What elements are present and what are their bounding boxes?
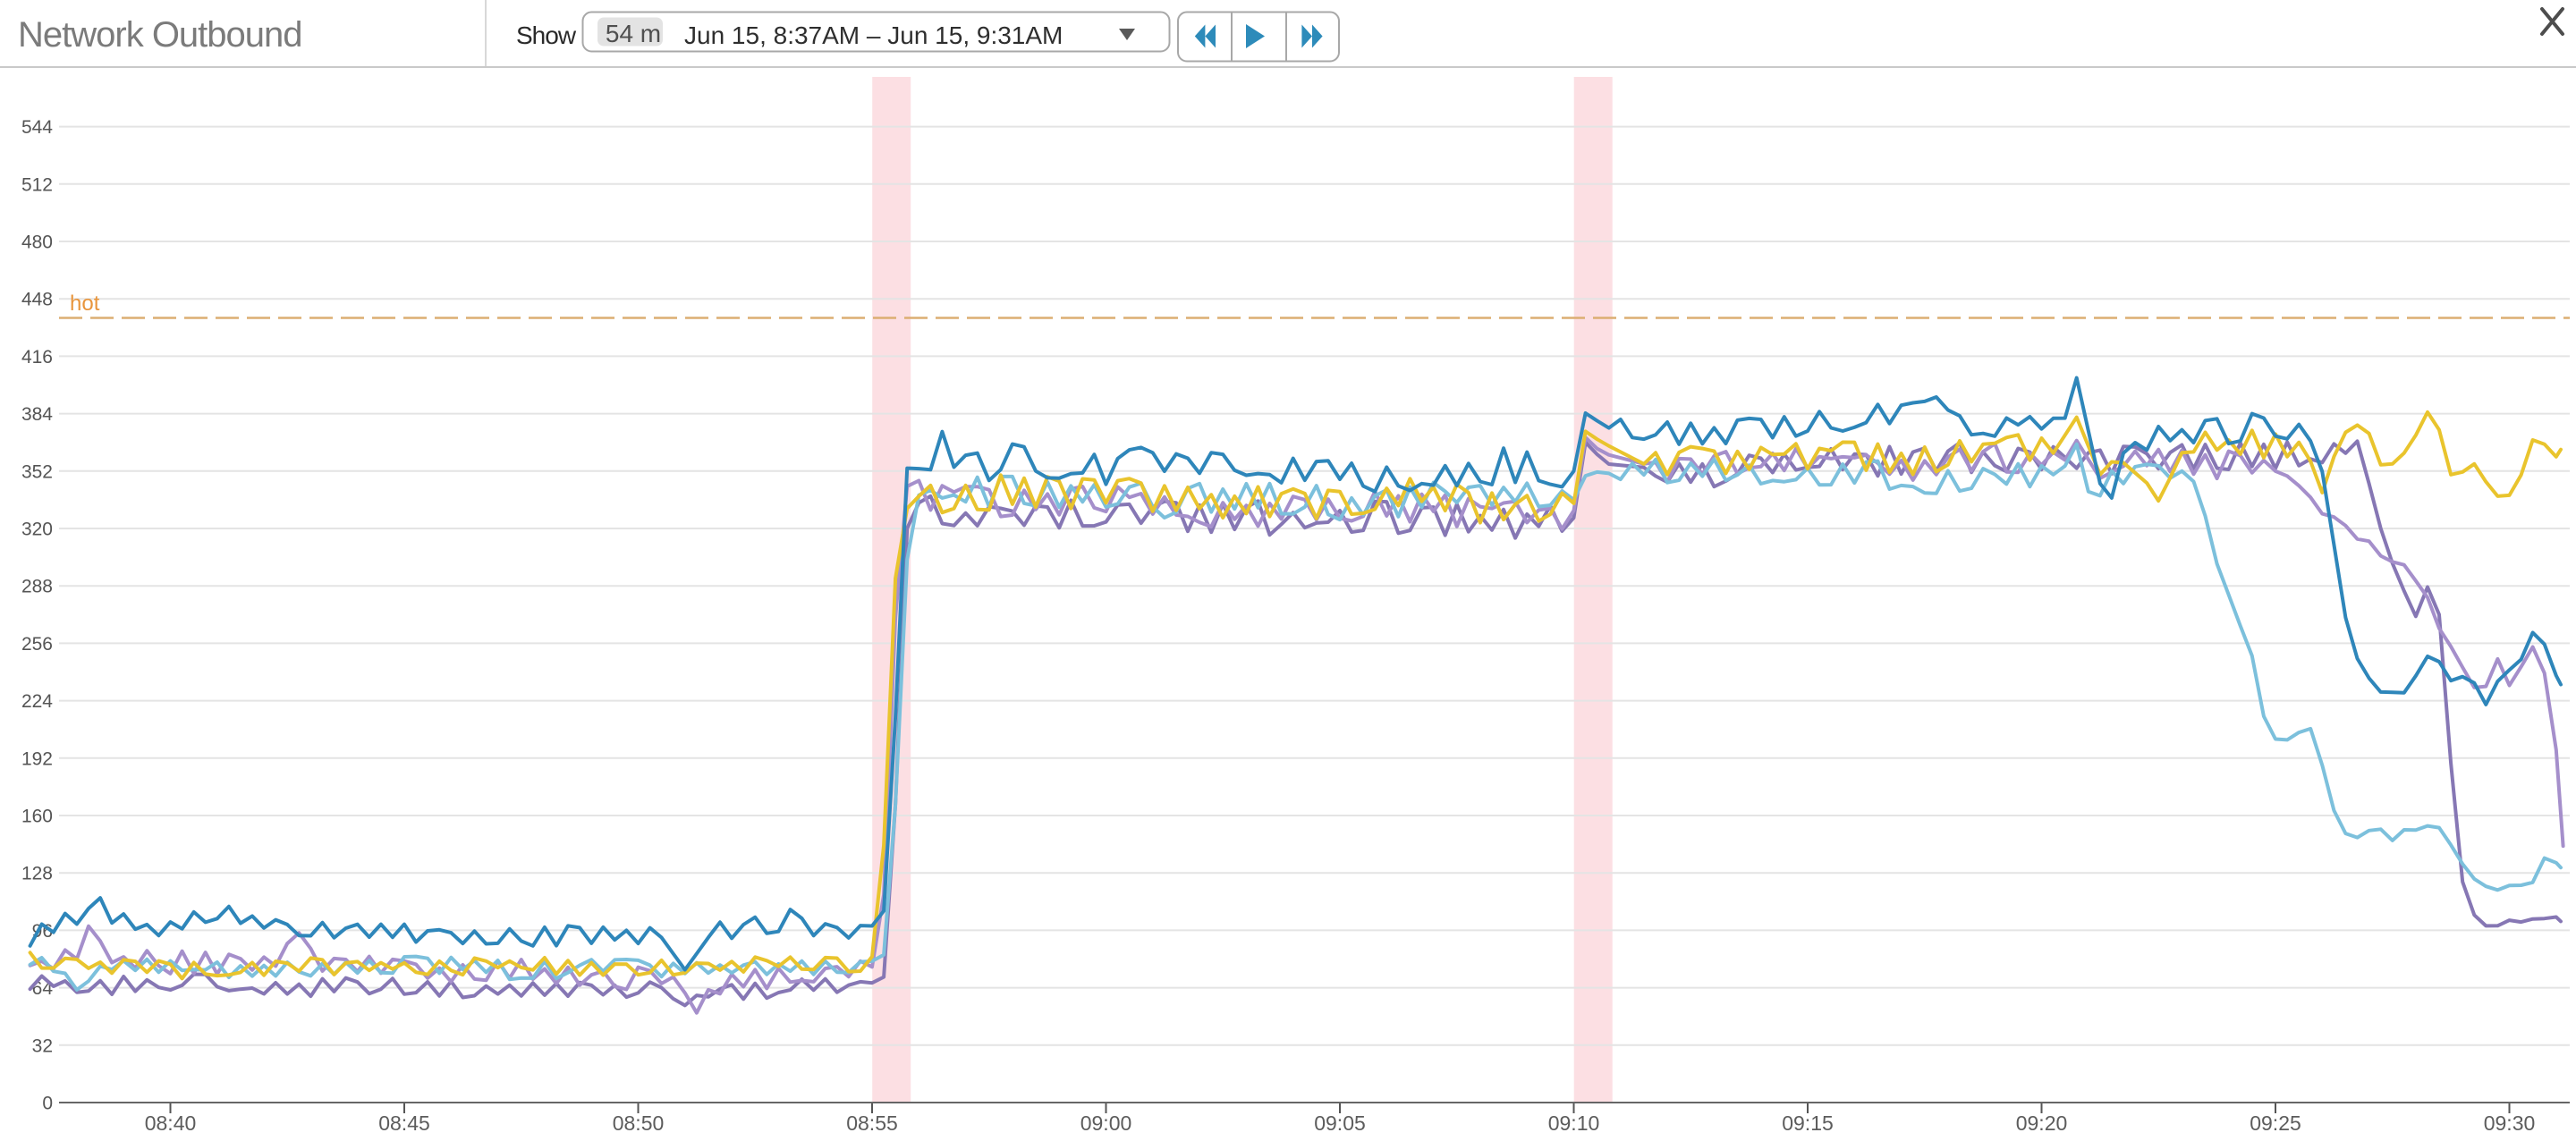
svg-text:480: 480: [21, 232, 53, 253]
svg-text:Network Outbound: Network Outbound: [18, 15, 302, 55]
svg-text:352: 352: [21, 461, 53, 482]
svg-text:Jun 15, 8:37AM – Jun 15, 9:31A: Jun 15, 8:37AM – Jun 15, 9:31AM: [684, 21, 1063, 49]
svg-text:09:30: 09:30: [2484, 1111, 2536, 1135]
svg-text:32: 32: [32, 1035, 53, 1056]
svg-text:08:55: 08:55: [846, 1111, 898, 1135]
svg-text:09:20: 09:20: [2016, 1111, 2068, 1135]
svg-text:512: 512: [21, 174, 53, 195]
svg-text:288: 288: [21, 577, 53, 597]
svg-text:320: 320: [21, 520, 53, 540]
svg-text:448: 448: [21, 290, 53, 310]
svg-text:256: 256: [21, 634, 53, 655]
svg-text:09:15: 09:15: [1782, 1111, 1834, 1135]
svg-text:09:10: 09:10: [1548, 1111, 1600, 1135]
svg-text:54 m: 54 m: [606, 20, 661, 47]
svg-text:384: 384: [21, 404, 53, 425]
svg-text:416: 416: [21, 347, 53, 368]
svg-text:Show: Show: [516, 21, 577, 49]
svg-text:192: 192: [21, 748, 53, 769]
svg-text:09:05: 09:05: [1314, 1111, 1366, 1135]
svg-text:08:40: 08:40: [145, 1111, 197, 1135]
svg-text:160: 160: [21, 807, 53, 827]
svg-text:hot: hot: [70, 292, 100, 316]
svg-text:09:00: 09:00: [1080, 1111, 1132, 1135]
svg-text:544: 544: [21, 117, 53, 138]
svg-text:0: 0: [42, 1094, 53, 1114]
svg-text:128: 128: [21, 864, 53, 884]
svg-text:08:50: 08:50: [613, 1111, 665, 1135]
svg-text:08:45: 08:45: [378, 1111, 430, 1135]
svg-text:09:25: 09:25: [2250, 1111, 2301, 1135]
svg-text:224: 224: [21, 691, 53, 712]
